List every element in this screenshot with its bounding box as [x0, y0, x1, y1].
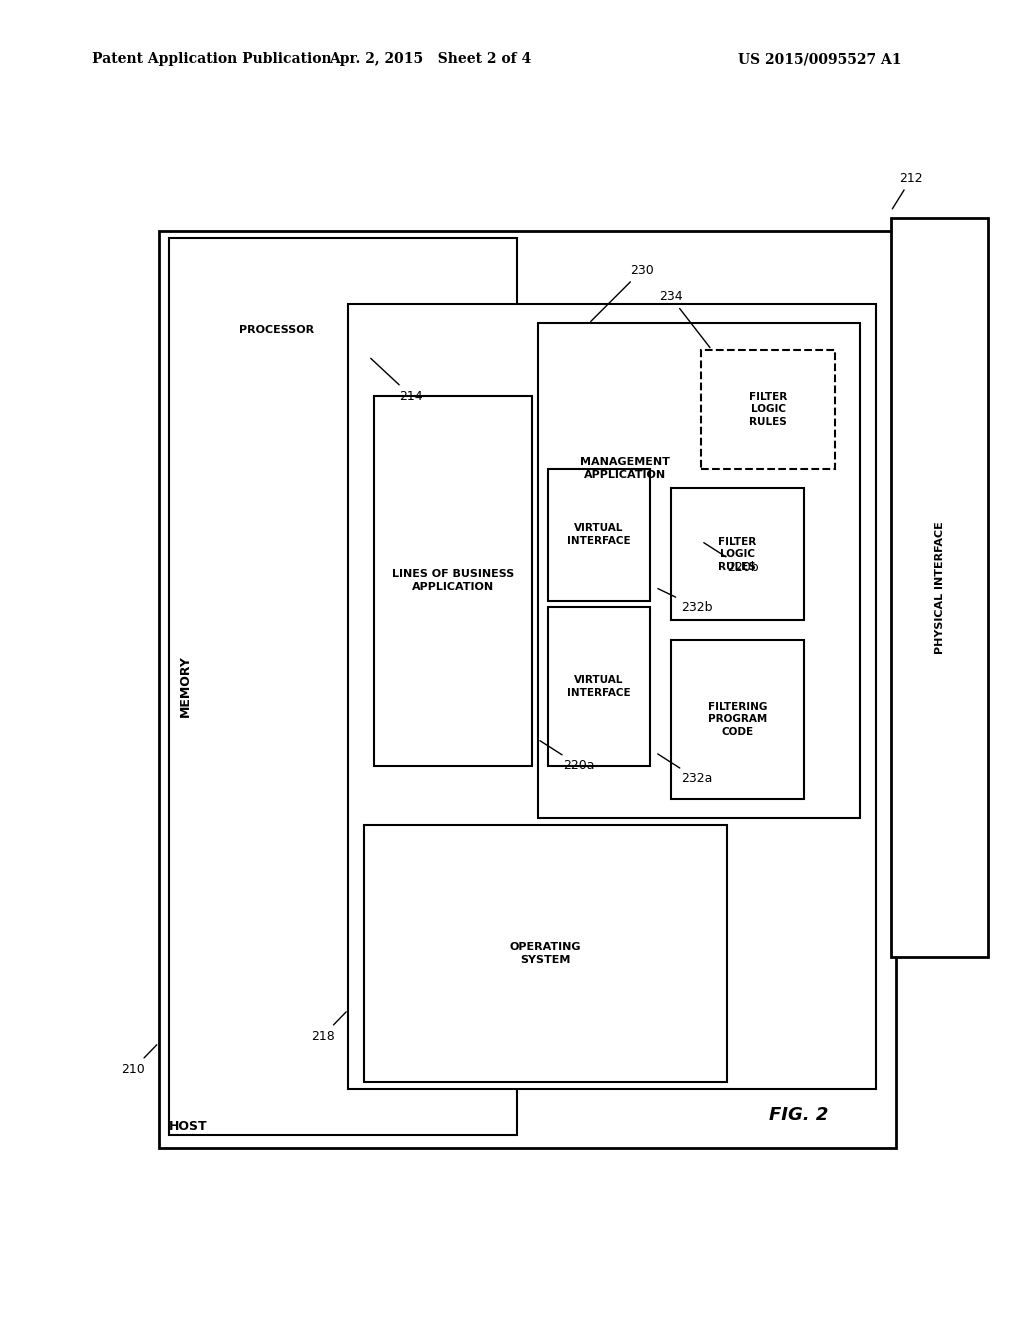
- Text: MEMORY: MEMORY: [179, 656, 193, 717]
- FancyBboxPatch shape: [348, 304, 876, 1089]
- Text: 212: 212: [892, 172, 924, 209]
- Text: VIRTUAL
INTERFACE: VIRTUAL INTERFACE: [567, 524, 631, 545]
- FancyBboxPatch shape: [671, 488, 804, 620]
- Text: OPERATING
SYSTEM: OPERATING SYSTEM: [510, 942, 581, 965]
- Text: US 2015/0095527 A1: US 2015/0095527 A1: [737, 53, 901, 66]
- Text: 220a: 220a: [540, 741, 595, 772]
- FancyBboxPatch shape: [553, 376, 696, 561]
- FancyBboxPatch shape: [538, 323, 860, 818]
- Text: 210: 210: [121, 1045, 157, 1076]
- FancyBboxPatch shape: [195, 271, 358, 389]
- FancyBboxPatch shape: [364, 825, 727, 1082]
- Text: FIG. 2: FIG. 2: [769, 1106, 828, 1125]
- Text: VIRTUAL
INTERFACE: VIRTUAL INTERFACE: [567, 676, 631, 697]
- Text: PHYSICAL INTERFACE: PHYSICAL INTERFACE: [935, 521, 944, 653]
- Text: MANAGEMENT
APPLICATION: MANAGEMENT APPLICATION: [580, 457, 670, 480]
- FancyBboxPatch shape: [169, 238, 517, 1135]
- Text: Apr. 2, 2015   Sheet 2 of 4: Apr. 2, 2015 Sheet 2 of 4: [329, 53, 531, 66]
- Text: HOST: HOST: [169, 1119, 208, 1133]
- Text: FILTER
LOGIC
RULES: FILTER LOGIC RULES: [718, 537, 757, 572]
- FancyBboxPatch shape: [159, 231, 896, 1148]
- FancyBboxPatch shape: [374, 396, 532, 766]
- Text: Patent Application Publication: Patent Application Publication: [92, 53, 332, 66]
- Text: FILTER
LOGIC
RULES: FILTER LOGIC RULES: [749, 392, 787, 426]
- Text: PROCESSOR: PROCESSOR: [239, 325, 314, 335]
- FancyBboxPatch shape: [548, 607, 650, 766]
- Text: 232a: 232a: [657, 754, 713, 785]
- Text: 232b: 232b: [657, 589, 713, 614]
- Text: FILTERING
PROGRAM
CODE: FILTERING PROGRAM CODE: [708, 702, 767, 737]
- Text: 234: 234: [658, 290, 710, 347]
- Text: 220b: 220b: [703, 543, 759, 574]
- Text: LINES OF BUSINESS
APPLICATION: LINES OF BUSINESS APPLICATION: [392, 569, 514, 593]
- FancyBboxPatch shape: [548, 469, 650, 601]
- Text: 214: 214: [371, 358, 423, 403]
- Text: 230: 230: [591, 264, 653, 322]
- Text: 218: 218: [310, 1012, 346, 1043]
- FancyBboxPatch shape: [891, 218, 988, 957]
- FancyBboxPatch shape: [671, 640, 804, 799]
- FancyBboxPatch shape: [701, 350, 835, 469]
